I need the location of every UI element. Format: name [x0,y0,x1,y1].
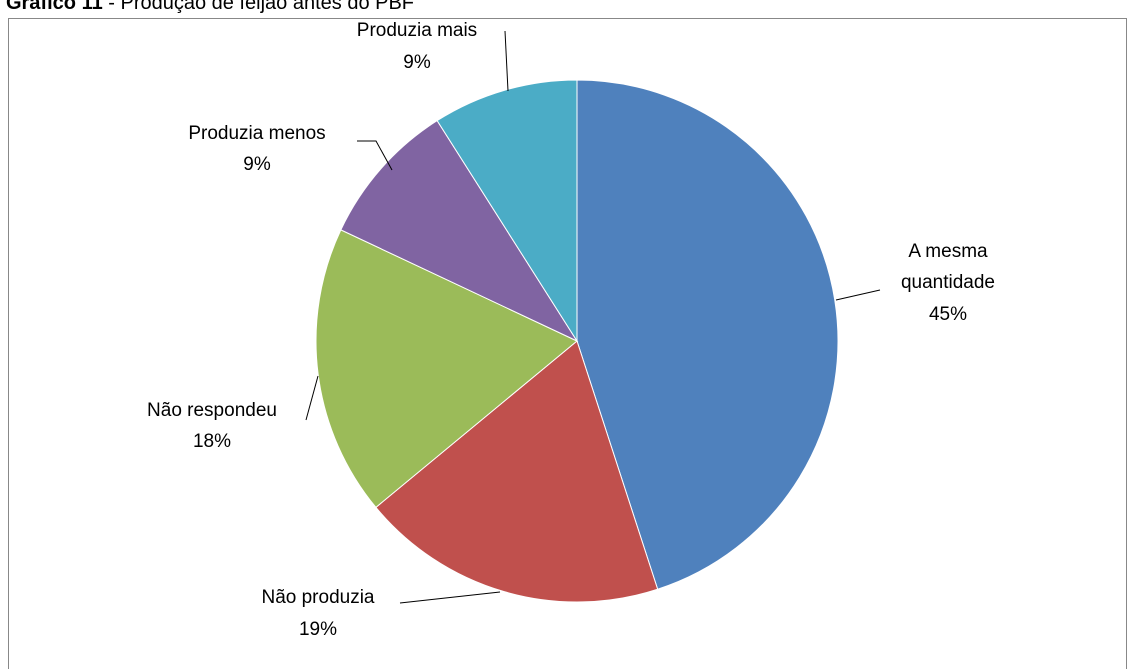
slice-label: A mesma quantidade [901,241,995,293]
pie-slice [375,340,659,603]
chart-title: Gráfico 11 [6,0,103,14]
slice-value-label: 9% [243,154,271,175]
leader-line [357,140,393,171]
pie-slice [315,229,578,509]
slice-label-line: quantidade [901,272,995,293]
slice-label: Não produzia [261,587,374,608]
leader-line [835,289,881,301]
slice-label: Produzia menos [188,123,325,144]
slice-label: Não respondeu [147,400,277,421]
slice-label-line: A mesma [908,241,988,262]
slice-value-label: 9% [403,52,431,73]
slice-value-label: 19% [299,619,337,640]
pie-slice [340,119,579,343]
slice-value-label: 45% [929,304,967,325]
leader-line [399,591,501,604]
slice-label: Produzia mais [357,20,477,41]
chart-subtitle: - Produção de feijão antes do PBF [103,0,414,14]
pie-slice [436,79,578,343]
leader-line [504,30,509,92]
chart-title-line: Gráfico 11 - Produção de feijão antes do… [6,0,414,14]
pie-slice [576,79,839,590]
slice-value-label: 18% [193,431,231,452]
pie [315,79,839,603]
leader-line [305,375,319,421]
